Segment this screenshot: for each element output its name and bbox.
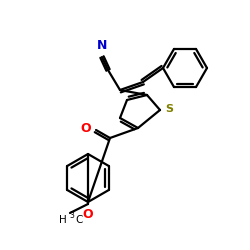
Text: O: O <box>80 122 91 136</box>
Text: O: O <box>83 208 93 221</box>
Text: N: N <box>97 39 107 52</box>
Text: H: H <box>59 215 67 225</box>
Text: S: S <box>165 104 173 114</box>
Text: 3: 3 <box>69 210 74 220</box>
Text: C: C <box>75 215 82 225</box>
